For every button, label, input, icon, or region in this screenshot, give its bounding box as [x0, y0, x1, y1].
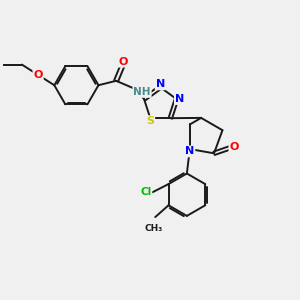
Text: NH: NH	[133, 87, 151, 97]
Text: O: O	[33, 70, 43, 80]
Text: O: O	[230, 142, 239, 152]
Text: S: S	[146, 116, 154, 126]
Text: CH₃: CH₃	[145, 224, 163, 233]
Text: Cl: Cl	[140, 187, 152, 197]
Text: N: N	[175, 94, 184, 104]
Text: O: O	[119, 57, 128, 67]
Text: N: N	[156, 79, 165, 89]
Text: N: N	[185, 146, 194, 156]
